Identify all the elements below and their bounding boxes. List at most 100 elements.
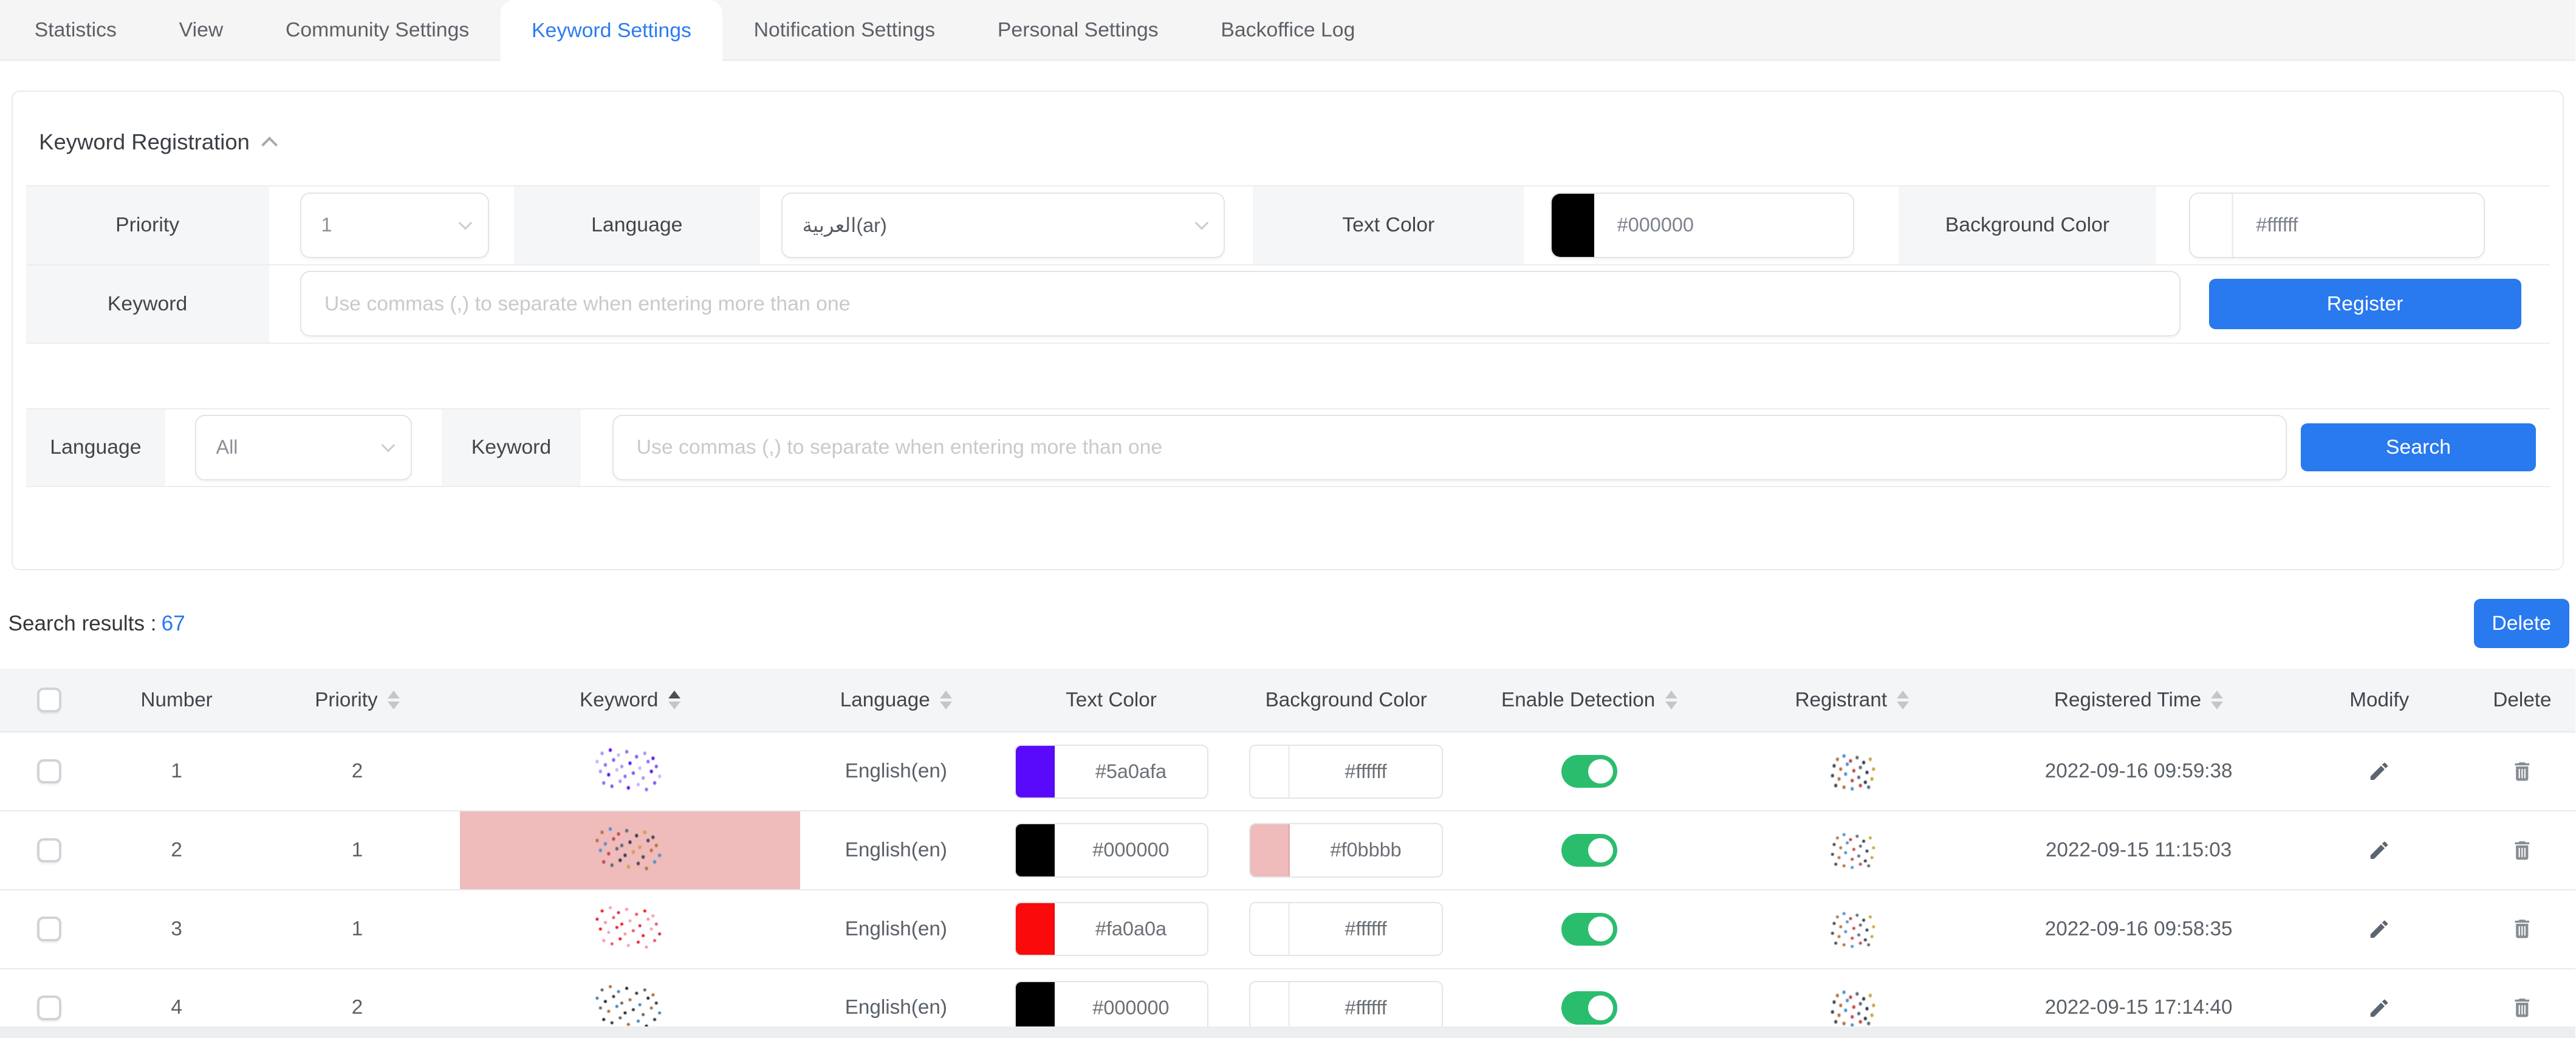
pencil-icon bbox=[2371, 920, 2388, 938]
keyword-input[interactable] bbox=[300, 271, 2180, 337]
priority-select[interactable]: 1 bbox=[300, 192, 489, 258]
modify-button[interactable] bbox=[2368, 918, 2391, 941]
sort-icon[interactable] bbox=[387, 691, 400, 709]
row-checkbox[interactable] bbox=[36, 838, 62, 863]
bulk-delete-button[interactable]: Delete bbox=[2473, 598, 2569, 649]
filter-language-select[interactable]: All bbox=[195, 414, 412, 480]
table-header-row: Number Priority Keyword Language Text Co… bbox=[0, 668, 2576, 733]
keywords-table: Number Priority Keyword Language Text Co… bbox=[0, 668, 2576, 1038]
enable-detection-toggle[interactable] bbox=[1561, 755, 1617, 788]
chevron-down-icon bbox=[458, 216, 473, 230]
column-header-language[interactable]: Language bbox=[800, 689, 992, 712]
collapse-chevron-up-icon[interactable] bbox=[261, 136, 278, 153]
modify-button[interactable] bbox=[2368, 839, 2391, 862]
column-header-registered-time[interactable]: Registered Time bbox=[1987, 689, 2289, 712]
chevron-down-icon bbox=[381, 438, 396, 452]
column-header-priority[interactable]: Priority bbox=[255, 689, 460, 712]
column-header-keyword[interactable]: Keyword bbox=[460, 689, 800, 712]
select-all-checkbox[interactable] bbox=[36, 688, 62, 712]
registration-form: Priority 1 Language العربية(ar) Text Col… bbox=[26, 185, 2550, 344]
filter-language-select-value: All bbox=[216, 436, 238, 459]
background-color-swatch[interactable] bbox=[2190, 193, 2233, 257]
horizontal-scrollbar-track[interactable] bbox=[0, 1026, 2576, 1038]
language-select-value: العربية(ar) bbox=[802, 214, 887, 236]
delete-row-button[interactable] bbox=[2510, 838, 2535, 863]
tab-backoffice-log[interactable]: Backoffice Log bbox=[1221, 18, 1355, 41]
row-checkbox[interactable] bbox=[36, 917, 62, 941]
search-results-count[interactable]: 67 bbox=[161, 611, 185, 635]
column-header-text-color: Text Color bbox=[1066, 688, 1157, 711]
text-color-swatch bbox=[1015, 982, 1055, 1034]
enable-detection-toggle[interactable] bbox=[1561, 833, 1617, 867]
pencil-icon bbox=[2371, 999, 2388, 1017]
column-header-enable-detection[interactable]: Enable Detection bbox=[1462, 689, 1716, 712]
row-checkbox[interactable] bbox=[36, 995, 62, 1020]
background-color-swatch bbox=[1250, 745, 1290, 797]
cell-number: 3 bbox=[171, 917, 182, 940]
delete-row-button[interactable] bbox=[2510, 759, 2535, 784]
register-button[interactable]: Register bbox=[2208, 278, 2521, 330]
row-checkbox[interactable] bbox=[36, 759, 62, 784]
cell-number: 1 bbox=[171, 760, 182, 783]
tab-notification-settings[interactable]: Notification Settings bbox=[753, 18, 936, 41]
sort-icon[interactable] bbox=[1897, 691, 1910, 709]
text-color-display: #5a0afa bbox=[1014, 744, 1208, 799]
censored-registrant-blob bbox=[1829, 989, 1832, 992]
search-filter-bar: Language All Keyword Search bbox=[26, 408, 2550, 487]
censored-keyword-blob bbox=[592, 827, 595, 830]
modify-button[interactable] bbox=[2368, 997, 2391, 1020]
sort-icon[interactable] bbox=[1665, 691, 1677, 709]
tab-personal-settings[interactable]: Personal Settings bbox=[997, 18, 1159, 41]
column-header-modify: Modify bbox=[2349, 688, 2410, 711]
censored-registrant-blob bbox=[1829, 910, 1832, 913]
column-header-number: Number bbox=[140, 688, 213, 711]
cell-priority: 2 bbox=[351, 996, 363, 1019]
tab-statistics[interactable]: Statistics bbox=[34, 18, 117, 41]
table-row: 1 2 English(en) #5a0afa #ffffff 2022-09-… bbox=[0, 732, 2576, 812]
language-label: Language bbox=[513, 186, 761, 264]
background-color-display: #ffffff bbox=[1249, 744, 1444, 799]
censored-registrant-blob bbox=[1829, 753, 1832, 756]
pencil-icon bbox=[2371, 841, 2388, 859]
keyword-label: Keyword bbox=[26, 265, 269, 343]
background-color-swatch bbox=[1250, 824, 1290, 876]
sort-icon[interactable] bbox=[668, 691, 680, 709]
text-color-swatch bbox=[1015, 903, 1055, 955]
language-select[interactable]: العربية(ar) bbox=[781, 192, 1225, 258]
cell-language: English(en) bbox=[844, 996, 947, 1019]
tab-keyword-settings[interactable]: Keyword Settings bbox=[500, 0, 723, 61]
table-row: 3 1 English(en) #fa0a0a #ffffff 2022-09-… bbox=[0, 890, 2576, 969]
sort-icon[interactable] bbox=[939, 691, 952, 709]
text-color-label: Text Color bbox=[1253, 186, 1524, 264]
sort-icon[interactable] bbox=[2211, 691, 2224, 709]
background-color-input bbox=[2189, 192, 2485, 258]
cell-language: English(en) bbox=[844, 838, 947, 861]
tab-community-settings[interactable]: Community Settings bbox=[286, 18, 470, 41]
text-color-hex-field[interactable] bbox=[1594, 214, 1853, 237]
search-button[interactable]: Search bbox=[2301, 423, 2536, 471]
background-color-display: #f0bbbb bbox=[1249, 823, 1444, 878]
text-color-swatch[interactable] bbox=[1551, 193, 1594, 257]
results-toolbar: Search results :67 Delete bbox=[9, 598, 2569, 649]
background-color-hex-field[interactable] bbox=[2233, 214, 2484, 237]
censored-keyword-blob bbox=[592, 985, 595, 988]
delete-row-button[interactable] bbox=[2510, 995, 2535, 1020]
enable-detection-toggle[interactable] bbox=[1561, 912, 1617, 946]
cell-language: English(en) bbox=[844, 760, 947, 783]
cell-number: 2 bbox=[171, 838, 182, 861]
filter-keyword-label: Keyword bbox=[441, 409, 581, 486]
cell-registered-time: 2022-09-16 09:58:35 bbox=[2044, 917, 2233, 940]
cell-keyword bbox=[460, 732, 800, 810]
trash-icon bbox=[2515, 999, 2530, 1017]
search-results-summary: Search results :67 bbox=[9, 612, 185, 636]
column-header-registrant[interactable]: Registrant bbox=[1716, 689, 1987, 712]
filter-keyword-input[interactable] bbox=[612, 414, 2287, 480]
cell-registered-time: 2022-09-16 09:59:38 bbox=[2044, 760, 2233, 783]
background-color-display: #ffffff bbox=[1249, 902, 1444, 957]
enable-detection-toggle[interactable] bbox=[1561, 991, 1617, 1025]
modify-button[interactable] bbox=[2368, 760, 2391, 783]
tab-view[interactable]: View bbox=[179, 18, 224, 41]
delete-row-button[interactable] bbox=[2510, 917, 2535, 941]
search-results-label: Search results : bbox=[8, 611, 157, 635]
